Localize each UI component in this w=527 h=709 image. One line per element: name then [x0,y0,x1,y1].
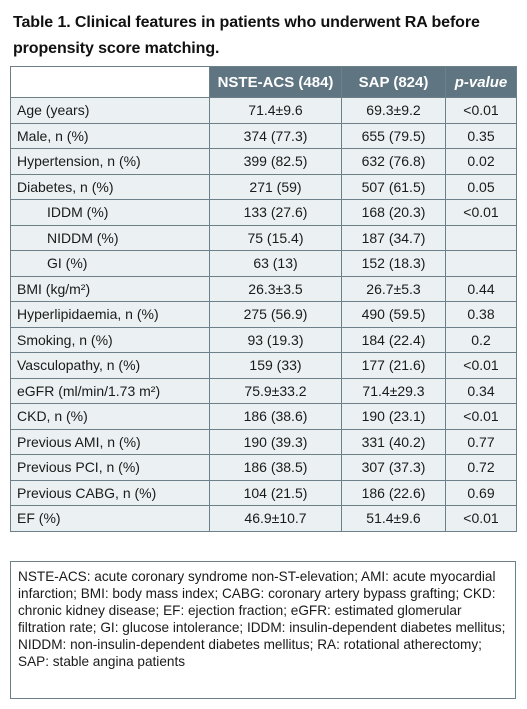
table-row: Male, n (%) 374 (77.3) 655 (79.5) 0.35 [10,122,517,149]
table-row: EF (%) 46.9±10.7 51.4±9.6 <0.01 [10,505,517,532]
row-label: Diabetes, n (%) [10,173,210,200]
row-label: eGFR (ml/min/1.73 m²) [10,377,210,404]
row-label: CKD, n (%) [10,403,210,430]
nste-acs-value: 71.4±9.6 [209,97,342,124]
clinical-features-table: NSTE-ACS (484) SAP (824) p-value Age (ye… [10,66,517,532]
sap-value: 655 (79.5) [341,122,446,149]
row-label: Previous CABG, n (%) [10,479,210,506]
row-label: BMI (kg/m²) [10,275,210,302]
table-row: BMI (kg/m²) 26.3±3.5 26.7±5.3 0.44 [10,275,517,302]
table-row: Previous AMI, n (%) 190 (39.3) 331 (40.2) 0… [10,428,517,455]
p-value: <0.01 [445,352,517,379]
nste-acs-value: 63 (13) [209,250,342,277]
p-value: 0.05 [445,173,517,200]
nste-acs-value: 399 (82.5) [209,148,342,175]
row-label: Previous AMI, n (%) [10,428,210,455]
table-row: Previous CABG, n (%) 104 (21.5) 186 (22.6)… [10,479,517,506]
p-value: 0.02 [445,148,517,175]
sap-value: 490 (59.5) [341,301,446,328]
sap-value: 168 (20.3) [341,199,446,226]
p-value [445,250,517,277]
nste-acs-value: 26.3±3.5 [209,275,342,302]
table-row: Hypertension, n (%) 399 (82.5) 632 (76.8) 0… [10,148,517,175]
table-row: Hyperlipidaemia, n (%) 275 (56.9) 490 (59.… [10,301,517,328]
sap-value: 331 (40.2) [341,428,446,455]
p-value: 0.69 [445,479,517,506]
p-value: 0.77 [445,428,517,455]
row-label: Previous PCI, n (%) [10,454,210,481]
table-row: Previous PCI, n (%) 186 (38.5) 307 (37.3) 0… [10,454,517,481]
p-value: 0.2 [445,326,517,353]
p-value: <0.01 [445,199,517,226]
p-value: 0.34 [445,377,517,404]
p-value: 0.44 [445,275,517,302]
p-value: 0.38 [445,301,517,328]
row-label: NIDDM (%) [10,224,210,251]
nste-acs-value: 159 (33) [209,352,342,379]
row-label: Male, n (%) [10,122,210,149]
table-row: CKD, n (%) 186 (38.6) 190 (23.1) <0.01 [10,403,517,430]
sap-value: 71.4±29.3 [341,377,446,404]
row-label: EF (%) [10,505,210,532]
table-row: Diabetes, n (%) 271 (59) 507 (61.5) 0.05 [10,173,517,200]
header-row: NSTE-ACS (484) SAP (824) p-value [10,66,517,98]
sap-value: 632 (76.8) [341,148,446,175]
table-row: eGFR (ml/min/1.73 m²) 75.9±33.2 71.4±29.3 0… [10,377,517,404]
sap-value: 184 (22.4) [341,326,446,353]
p-value: <0.01 [445,505,517,532]
header-sap: SAP (824) [341,66,446,98]
sap-value: 187 (34.7) [341,224,446,251]
p-value [445,224,517,251]
p-value: <0.01 [445,403,517,430]
nste-acs-value: 186 (38.6) [209,403,342,430]
header-p-value: p-value [445,66,517,98]
table-row: IDDM (%) 133 (27.6) 168 (20.3) <0.01 [10,199,517,226]
nste-acs-value: 275 (56.9) [209,301,342,328]
sap-value: 507 (61.5) [341,173,446,200]
p-value: <0.01 [445,97,517,124]
table-row: NIDDM (%) 75 (15.4) 187 (34.7) [10,224,517,251]
table-row: GI (%) 63 (13) 152 (18.3) [10,250,517,277]
nste-acs-value: 190 (39.3) [209,428,342,455]
nste-acs-value: 93 (19.3) [209,326,342,353]
row-label: Hypertension, n (%) [10,148,210,175]
row-label: Smoking, n (%) [10,326,210,353]
row-label: Hyperlipidaemia, n (%) [10,301,210,328]
row-label: GI (%) [10,250,210,277]
p-value: 0.72 [445,454,517,481]
header-blank-cell [10,66,210,98]
nste-acs-value: 271 (59) [209,173,342,200]
sap-value: 69.3±9.2 [341,97,446,124]
row-label: IDDM (%) [10,199,210,226]
nste-acs-value: 186 (38.5) [209,454,342,481]
p-value: 0.35 [445,122,517,149]
nste-acs-value: 46.9±10.7 [209,505,342,532]
table-row: Age (years) 71.4±9.6 69.3±9.2 <0.01 [10,97,517,124]
header-nste-acs: NSTE-ACS (484) [209,66,342,98]
nste-acs-value: 75.9±33.2 [209,377,342,404]
table-footnote: NSTE-ACS: acute coronary syndrome non-ST… [10,561,516,699]
table-row: Vasculopathy, n (%) 159 (33) 177 (21.6) <0.… [10,352,517,379]
sap-value: 51.4±9.6 [341,505,446,532]
nste-acs-value: 75 (15.4) [209,224,342,251]
nste-acs-value: 133 (27.6) [209,199,342,226]
sap-value: 307 (37.3) [341,454,446,481]
table-caption: Table 1. Clinical features in patients w… [13,14,480,57]
sap-value: 186 (22.6) [341,479,446,506]
nste-acs-value: 374 (77.3) [209,122,342,149]
row-label: Vasculopathy, n (%) [10,352,210,379]
nste-acs-value: 104 (21.5) [209,479,342,506]
sap-value: 26.7±5.3 [341,275,446,302]
table-row: Smoking, n (%) 93 (19.3) 184 (22.4) 0.2 [10,326,517,353]
sap-value: 190 (23.1) [341,403,446,430]
sap-value: 152 (18.3) [341,250,446,277]
row-label: Age (years) [10,97,210,124]
sap-value: 177 (21.6) [341,352,446,379]
